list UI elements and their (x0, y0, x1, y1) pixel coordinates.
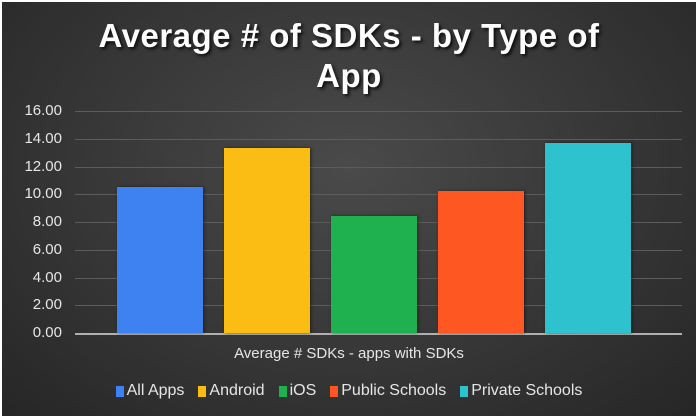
legend-item-android: Android (198, 382, 265, 400)
legend-swatch (198, 385, 207, 397)
y-tick-label: 16.00 (24, 102, 62, 119)
legend-label: iOS (289, 382, 317, 399)
bar-public-schools (438, 191, 524, 333)
gridline (75, 194, 682, 196)
gridline (75, 138, 682, 140)
bar-all-apps (117, 187, 203, 333)
legend-label: Public Schools (341, 382, 447, 399)
y-tick-label: 8.00 (32, 213, 62, 230)
chart-title: Average # of SDKs - by Type of App (2, 16, 696, 96)
x-axis-label: Average # SDKs - apps with SDKs (234, 345, 464, 362)
legend: All Apps Android iOS Public Schools Private … (2, 382, 696, 400)
y-tick-label: 12.00 (24, 157, 62, 175)
legend-item-all-apps: All Apps (115, 382, 185, 400)
y-tick-label: 2.00 (32, 296, 62, 314)
bar-android (224, 148, 310, 333)
bar-private-schools (545, 142, 631, 333)
gridline (75, 111, 682, 112)
y-tick-label: 14.00 (24, 129, 62, 147)
title-line-1: Average # of SDKs - by Type of (98, 17, 600, 54)
legend-swatch (460, 385, 469, 397)
y-tick-label: 6.00 (32, 240, 62, 258)
gridline (75, 166, 682, 168)
legend-swatch (115, 385, 124, 397)
legend-label: Private Schools (471, 382, 583, 399)
bar-ios (331, 216, 417, 333)
legend-swatch (330, 385, 339, 397)
y-tick-label: 10.00 (24, 185, 62, 203)
y-tick-label: 0.00 (32, 324, 62, 341)
chart-frame: Average # of SDKs - by Type of App 0.00 2… (2, 2, 696, 416)
legend-item-public-schools: Public Schools (330, 382, 446, 400)
legend-label: All Apps (126, 382, 185, 399)
legend-item-private-schools: Private Schools (460, 382, 582, 400)
legend-swatch (278, 385, 287, 397)
y-tick-label: 4.00 (32, 268, 62, 286)
title-line-2: App (316, 57, 382, 94)
legend-item-ios: iOS (278, 382, 317, 400)
legend-label: Android (209, 382, 265, 399)
x-axis-line (75, 333, 682, 335)
